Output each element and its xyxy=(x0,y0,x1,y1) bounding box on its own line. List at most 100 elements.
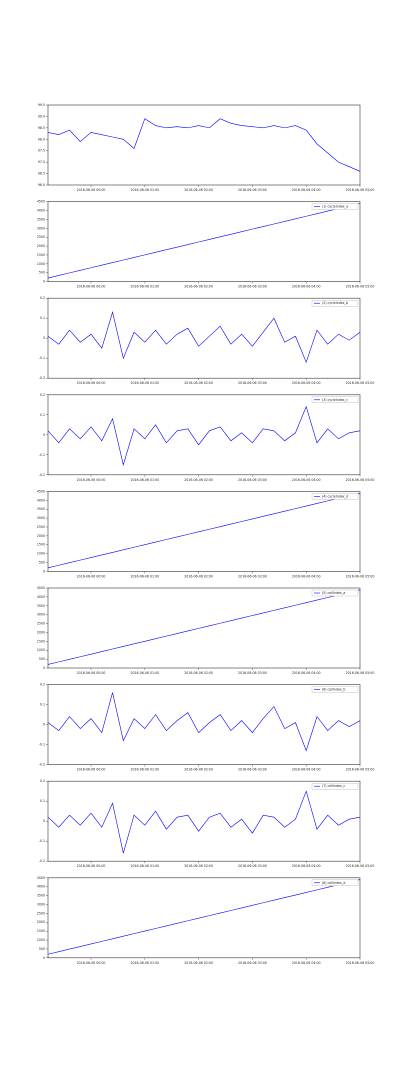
y-tick-label: 1500 xyxy=(37,543,45,547)
x-tick-label: 2016-06-06 01:00 xyxy=(130,478,159,482)
legend-box xyxy=(311,203,359,210)
y-tick-label: 0.2 xyxy=(40,296,45,300)
x-tick-label: 2016-06-06 00:00 xyxy=(77,478,106,482)
y-tick-label: 500 xyxy=(39,947,45,951)
legend-label: (1) cycleIndex_a xyxy=(322,205,348,209)
x-tick-label: 2016-06-06 01:00 xyxy=(130,768,159,772)
x-tick-label: 2016-06-06 03:00 xyxy=(238,574,267,578)
legend-label: (6) cellIndex_b xyxy=(322,688,345,692)
y-tick-label: 3000 xyxy=(37,902,45,906)
plot-frame xyxy=(47,491,361,572)
legend-box xyxy=(311,396,359,403)
y-tick-label: 96.5 xyxy=(38,172,45,176)
y-tick-label: -0.2 xyxy=(39,763,45,767)
plot-frame xyxy=(47,780,361,862)
y-tick-label: 4000 xyxy=(37,208,45,212)
y-tick-label: 97.0 xyxy=(38,160,45,164)
x-tick-label: 2016-06-06 02:00 xyxy=(184,285,213,289)
y-tick-label: 1500 xyxy=(37,639,45,643)
y-tick-label: 2500 xyxy=(37,525,45,529)
y-tick-label: 0.1 xyxy=(40,316,45,320)
plot-frame xyxy=(47,201,361,282)
x-tick-label: 2016-06-06 03:00 xyxy=(238,381,267,385)
data-line xyxy=(47,589,361,665)
y-tick-label: -0.1 xyxy=(39,356,45,360)
y-tick-label: 1000 xyxy=(37,552,45,556)
x-tick-label: 2016-06-06 05:00 xyxy=(346,864,375,868)
y-tick-label: 2000 xyxy=(37,534,45,538)
x-tick-label: 2016-06-06 00:00 xyxy=(77,285,106,289)
x-tick-label: 2016-06-06 05:00 xyxy=(346,961,375,965)
legend-label: (4) cycleIndex_d xyxy=(322,494,348,498)
legend-label: (2) cycleIndex_b xyxy=(322,301,348,305)
x-tick-label: 2016-06-06 01:00 xyxy=(130,188,159,192)
x-tick-label: 2016-06-06 05:00 xyxy=(346,381,375,385)
y-tick-label: -0.2 xyxy=(39,473,45,477)
x-tick-label: 2016-06-06 05:00 xyxy=(346,574,375,578)
data-line xyxy=(47,790,361,854)
legend-label: (3) cycleIndex_c xyxy=(322,398,348,402)
y-tick-label: 99.0 xyxy=(38,114,45,118)
legend-box xyxy=(311,589,359,597)
data-line xyxy=(47,405,361,466)
y-tick-label: 99.5 xyxy=(38,103,45,107)
x-tick-label: 2016-06-06 04:00 xyxy=(292,864,321,868)
y-tick-label: 4500 xyxy=(37,489,45,493)
plot-frame xyxy=(47,587,361,669)
data-line xyxy=(47,311,361,364)
x-tick-label: 2016-06-06 05:00 xyxy=(346,768,375,772)
y-tick-label: 4500 xyxy=(37,586,45,590)
y-tick-label: 0 xyxy=(43,280,45,284)
y-tick-label: 3500 xyxy=(37,604,45,608)
x-tick-label: 2016-06-06 01:00 xyxy=(130,285,159,289)
y-tick-label: 0 xyxy=(43,666,45,670)
legend-label: (7) cellIndex_c xyxy=(322,784,345,788)
y-tick-label: 0.1 xyxy=(40,413,45,417)
y-tick-label: 0 xyxy=(43,336,45,340)
data-line xyxy=(47,492,361,569)
x-tick-label: 2016-06-06 01:00 xyxy=(130,671,159,675)
y-tick-label: 1000 xyxy=(37,938,45,942)
x-tick-label: 2016-06-06 03:00 xyxy=(238,961,267,965)
legend-box xyxy=(311,879,359,886)
legend-box xyxy=(311,686,359,693)
y-tick-label: 1500 xyxy=(37,253,45,257)
plot-frame xyxy=(47,104,361,186)
data-line xyxy=(47,203,361,279)
y-tick-label: 0.1 xyxy=(40,703,45,707)
y-tick-label: 0.1 xyxy=(40,799,45,803)
legend-label: (5) cellIndex_a xyxy=(322,591,345,595)
x-tick-label: 2016-06-06 03:00 xyxy=(238,188,267,192)
x-tick-label: 2016-06-06 04:00 xyxy=(292,961,321,965)
y-tick-label: 0 xyxy=(43,956,45,960)
x-tick-label: 2016-06-06 04:00 xyxy=(292,188,321,192)
y-tick-label: 98.5 xyxy=(38,126,45,130)
legend-box xyxy=(311,783,359,790)
y-tick-label: 0.2 xyxy=(40,683,45,687)
x-tick-label: 2016-06-06 02:00 xyxy=(184,768,213,772)
x-tick-label: 2016-06-06 03:00 xyxy=(238,671,267,675)
x-tick-label: 2016-06-06 02:00 xyxy=(184,671,213,675)
y-tick-label: 4000 xyxy=(37,595,45,599)
y-tick-label: 97.5 xyxy=(38,149,45,153)
y-tick-label: 3000 xyxy=(37,226,45,230)
x-tick-label: 2016-06-06 02:00 xyxy=(184,188,213,192)
x-tick-label: 2016-06-06 00:00 xyxy=(77,381,106,385)
y-tick-label: 0.2 xyxy=(40,779,45,783)
data-line xyxy=(47,118,361,172)
x-tick-label: 2016-06-06 01:00 xyxy=(130,381,159,385)
y-tick-label: 0 xyxy=(43,569,45,573)
y-tick-label: 2500 xyxy=(37,911,45,915)
y-tick-label: 3000 xyxy=(37,516,45,520)
x-tick-label: 2016-06-06 03:00 xyxy=(238,478,267,482)
y-tick-label: -0.1 xyxy=(39,839,45,843)
y-tick-label: 98.0 xyxy=(38,137,45,141)
y-tick-label: 0.2 xyxy=(40,393,45,397)
y-tick-label: 2000 xyxy=(37,244,45,248)
y-tick-label: 2500 xyxy=(37,235,45,239)
y-tick-label: 4500 xyxy=(37,200,45,204)
y-tick-label: 1000 xyxy=(37,262,45,266)
x-tick-label: 2016-06-06 04:00 xyxy=(292,381,321,385)
x-tick-label: 2016-06-06 02:00 xyxy=(184,478,213,482)
